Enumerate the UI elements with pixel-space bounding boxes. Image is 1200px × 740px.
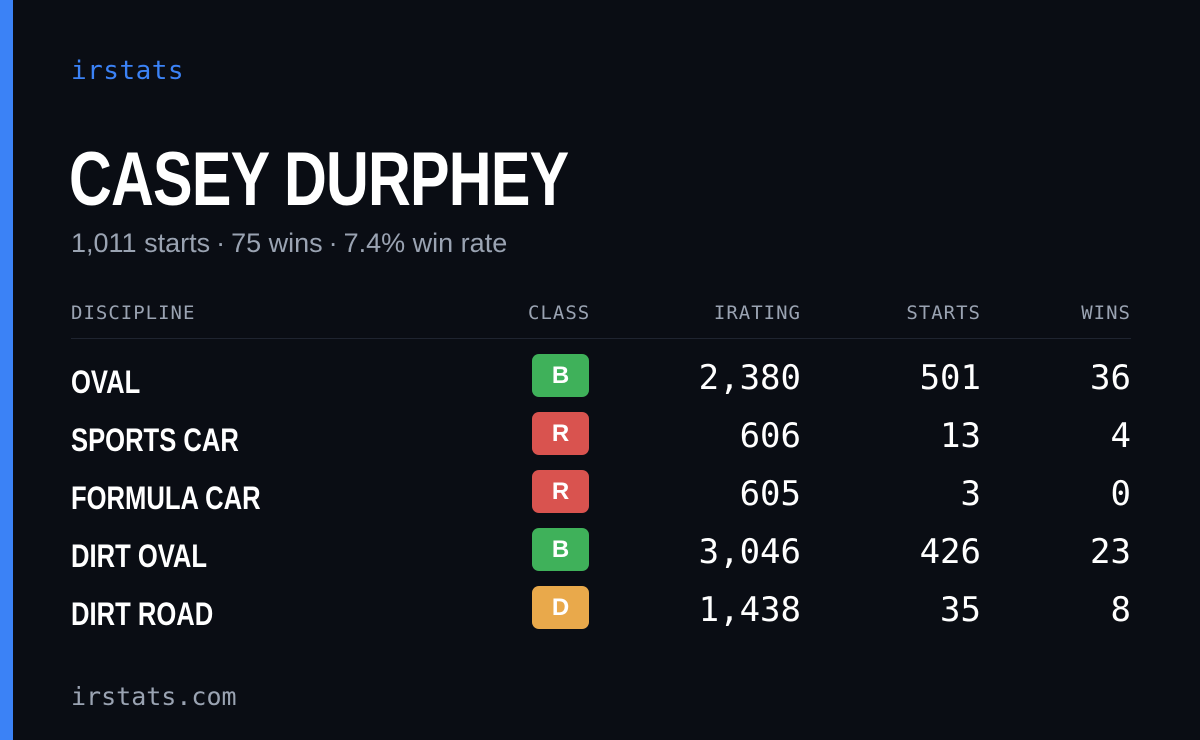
table-header: DISCIPLINE CLASS IRATING STARTS WINS [71,300,1131,339]
wins-value: 4 [1110,416,1131,456]
table-row: DIRT ROAD D 1,438 35 8 [71,584,1131,642]
discipline-name: DIRT ROAD [71,596,214,632]
separator: · [216,228,226,258]
class-badge: B [532,528,589,571]
class-badge: R [532,412,589,455]
starts-summary: 1,011 starts [71,228,211,258]
wins-value: 23 [1090,532,1131,572]
starts-value: 501 [919,358,981,398]
class-badge: B [532,354,589,397]
wins-value: 8 [1110,590,1131,630]
discipline-name: SPORTS CAR [71,422,239,458]
class-badge: D [532,586,589,629]
table-row: SPORTS CAR R 606 13 4 [71,410,1131,468]
starts-value: 426 [919,532,981,572]
irating-value: 3,046 [698,532,801,572]
driver-summary: 1,011 starts · 75 wins · 7.4% win rate [71,228,507,259]
wins-value: 36 [1090,358,1131,398]
table-row: FORMULA CAR R 605 3 0 [71,468,1131,526]
footer-url: irstats.com [71,682,237,711]
header-class: CLASS [528,302,591,324]
wins-summary: 75 wins [231,228,323,258]
irating-value: 2,380 [698,358,801,398]
brand-logo: irstats [71,56,185,86]
accent-bar [0,0,13,740]
wins-value: 0 [1110,474,1131,514]
discipline-name: OVAL [71,364,141,400]
discipline-name: DIRT OVAL [71,538,208,574]
header-wins: WINS [1081,302,1131,324]
starts-value: 3 [960,474,981,514]
class-badge: R [532,470,589,513]
header-irating: IRATING [713,302,801,324]
discipline-name: FORMULA CAR [71,480,261,516]
irating-value: 605 [739,474,801,514]
table-body: OVAL B 2,380 501 36 SPORTS CAR R 606 13 … [71,352,1131,642]
table-row: DIRT OVAL B 3,046 426 23 [71,526,1131,584]
winrate-summary: 7.4% win rate [343,228,508,258]
irating-value: 1,438 [698,590,801,630]
separator: · [328,228,338,258]
starts-value: 35 [940,590,981,630]
irating-value: 606 [739,416,801,456]
driver-name: CASEY DURPHEY [69,137,569,222]
starts-value: 13 [940,416,981,456]
table-row: OVAL B 2,380 501 36 [71,352,1131,410]
header-discipline: DISCIPLINE [71,302,196,324]
header-starts: STARTS [906,302,981,324]
